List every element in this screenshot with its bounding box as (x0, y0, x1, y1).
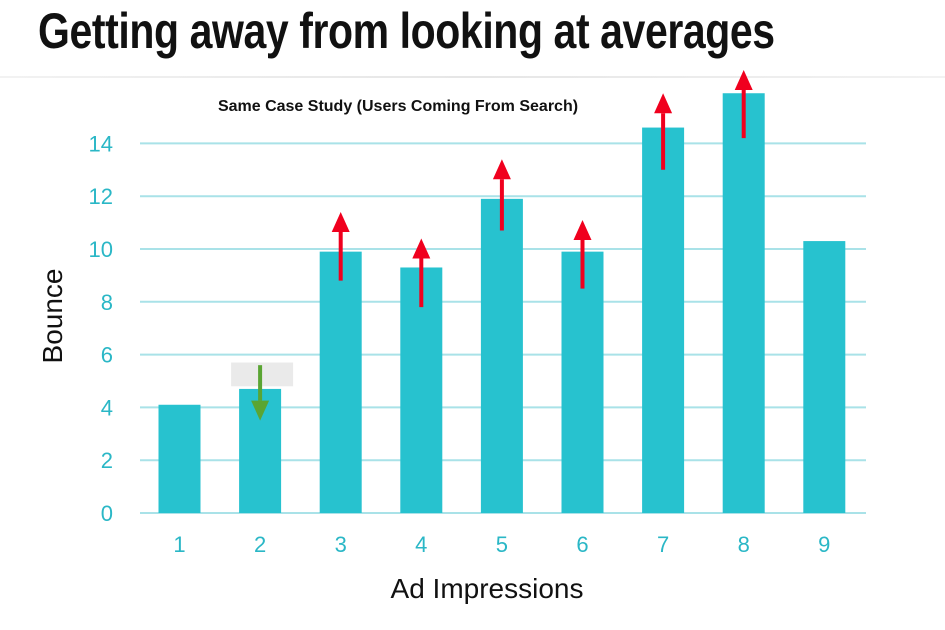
down-arrow-icon (251, 365, 270, 421)
bar (158, 404, 201, 513)
x-tick-label: 1 (173, 532, 185, 557)
y-tick-label: 10 (89, 237, 113, 262)
x-tick-label: 5 (496, 532, 508, 557)
arrow-head (492, 159, 511, 180)
x-tick-label: 2 (254, 532, 266, 557)
x-tick-label: 7 (657, 532, 669, 557)
x-tick-label: 4 (415, 532, 427, 557)
up-arrow-icon (573, 219, 592, 289)
y-tick-labels: 0 2 4 6 8 10 12 14 (89, 131, 113, 526)
trend-arrows (251, 70, 753, 421)
y-tick-label: 12 (89, 184, 113, 209)
up-arrow-icon (412, 238, 431, 308)
y-tick-label: 0 (101, 501, 113, 526)
bar (803, 241, 846, 513)
up-arrow-icon (492, 159, 511, 231)
bar (480, 198, 523, 513)
chart-title: Same Case Study (Users Coming From Searc… (218, 98, 578, 115)
x-tick-label: 6 (576, 532, 588, 557)
arrow-head (734, 70, 753, 90)
y-tick-label: 4 (101, 395, 113, 420)
y-tick-label: 8 (101, 290, 113, 315)
slide-title: Getting away from looking at averages (38, 3, 775, 59)
title-divider (0, 76, 945, 78)
bar (400, 267, 443, 513)
y-axis-title: Bounce (37, 269, 68, 364)
y-tick-label: 6 (101, 343, 113, 368)
x-tick-labels: 1 2 3 4 5 6 7 8 9 (173, 532, 830, 557)
y-tick-label: 14 (89, 131, 113, 156)
up-arrow-icon (654, 93, 673, 170)
up-arrow-icon (734, 70, 753, 139)
bar (319, 251, 362, 513)
bar (642, 127, 685, 513)
x-tick-label: 3 (335, 532, 347, 557)
y-tick-label: 2 (101, 448, 113, 473)
arrow-head (251, 400, 270, 421)
x-axis-title: Ad Impressions (391, 573, 584, 604)
x-tick-label: 8 (738, 532, 750, 557)
arrow-head (573, 219, 592, 240)
bar (722, 93, 765, 514)
arrow-head (412, 238, 431, 259)
bars (158, 93, 846, 514)
arrow-head (331, 212, 350, 233)
x-tick-label: 9 (818, 532, 830, 557)
bar (561, 251, 604, 513)
up-arrow-icon (331, 212, 350, 281)
arrow-head (654, 93, 673, 114)
